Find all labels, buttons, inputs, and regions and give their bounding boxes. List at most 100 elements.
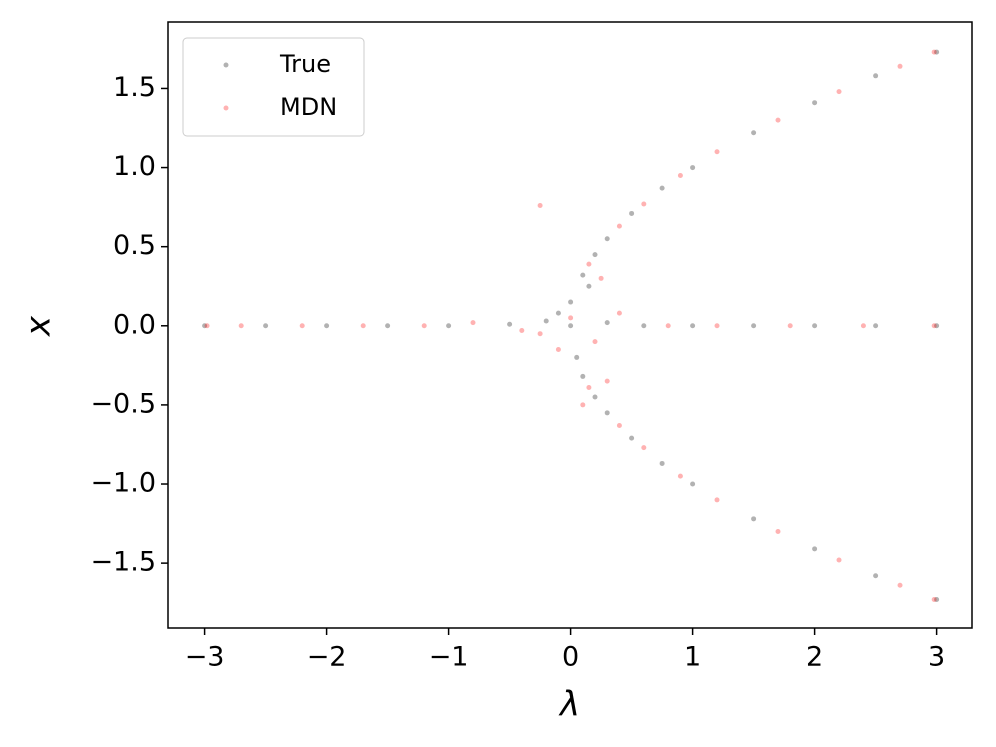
point <box>714 149 720 155</box>
point <box>934 323 940 329</box>
point <box>592 394 598 400</box>
point <box>604 236 610 242</box>
point <box>751 130 757 136</box>
point <box>812 546 818 552</box>
legend-label: True <box>279 50 331 78</box>
point <box>604 320 610 326</box>
point <box>629 210 635 216</box>
point <box>690 323 696 329</box>
point <box>324 323 330 329</box>
legend-marker <box>223 62 229 68</box>
point <box>263 323 269 329</box>
point <box>446 323 452 329</box>
point <box>836 89 842 95</box>
point <box>677 172 683 178</box>
x-tick-label: −1 <box>429 642 469 673</box>
y-tick-label: −0.5 <box>90 388 156 419</box>
point <box>574 354 580 360</box>
point <box>421 323 427 329</box>
y-tick-label: 1.5 <box>113 72 156 103</box>
x-axis-label: λ <box>558 685 580 725</box>
point <box>568 315 574 321</box>
point <box>360 323 366 329</box>
point <box>659 185 665 191</box>
point <box>665 323 671 329</box>
point <box>592 339 598 345</box>
point <box>580 402 586 408</box>
y-tick-label: −1.0 <box>90 468 156 499</box>
point <box>775 117 781 123</box>
point <box>873 573 879 579</box>
point <box>714 497 720 503</box>
y-axis-label: x <box>19 315 59 337</box>
point <box>812 100 818 106</box>
point <box>934 597 940 603</box>
point <box>580 272 586 278</box>
y-tick-label: 1.0 <box>113 151 156 182</box>
point <box>860 323 866 329</box>
point <box>641 323 647 329</box>
point <box>604 410 610 416</box>
points-layer <box>202 49 940 603</box>
legend-box <box>182 37 365 137</box>
point <box>873 73 879 79</box>
point <box>616 422 622 428</box>
point <box>470 320 476 326</box>
point <box>714 323 720 329</box>
point <box>751 516 757 522</box>
point <box>568 323 574 329</box>
point <box>604 378 610 384</box>
point <box>629 435 635 441</box>
point <box>537 203 543 209</box>
x-tick-label: −3 <box>185 642 225 673</box>
x-tick-label: −2 <box>307 642 347 673</box>
y-tick-label: −1.5 <box>90 547 156 578</box>
point <box>202 323 208 329</box>
point <box>598 275 604 281</box>
point <box>568 299 574 305</box>
point <box>580 373 586 379</box>
point <box>931 323 937 329</box>
point <box>787 323 793 329</box>
x-tick-label: 1 <box>684 642 701 673</box>
point <box>555 310 561 316</box>
legend-marker <box>223 105 229 111</box>
legend-label: MDN <box>280 93 337 121</box>
point <box>775 528 781 534</box>
point <box>616 223 622 229</box>
point <box>677 473 683 479</box>
point <box>641 445 647 451</box>
y-tick-label: 0.5 <box>113 230 156 261</box>
point <box>873 323 879 329</box>
point <box>641 201 647 207</box>
point <box>659 460 665 466</box>
x-tick-label: 0 <box>562 642 579 673</box>
point <box>586 384 592 390</box>
point <box>751 323 757 329</box>
point <box>934 49 940 55</box>
point <box>385 323 391 329</box>
point <box>616 310 622 316</box>
point <box>238 323 244 329</box>
point <box>507 321 513 327</box>
point <box>897 63 903 69</box>
point <box>690 165 696 171</box>
point <box>537 331 543 337</box>
point <box>519 328 525 334</box>
point <box>812 323 818 329</box>
x-tick-label: 2 <box>806 642 823 673</box>
point <box>897 582 903 588</box>
point <box>299 323 305 329</box>
point <box>204 323 210 329</box>
point <box>690 481 696 487</box>
point <box>555 347 561 353</box>
point <box>592 252 598 258</box>
y-tick-label: 0.0 <box>113 309 156 340</box>
point <box>586 261 592 267</box>
point <box>586 283 592 289</box>
point <box>931 597 937 603</box>
x-tick-label: 3 <box>928 642 945 673</box>
point <box>931 49 937 55</box>
point <box>543 318 549 324</box>
